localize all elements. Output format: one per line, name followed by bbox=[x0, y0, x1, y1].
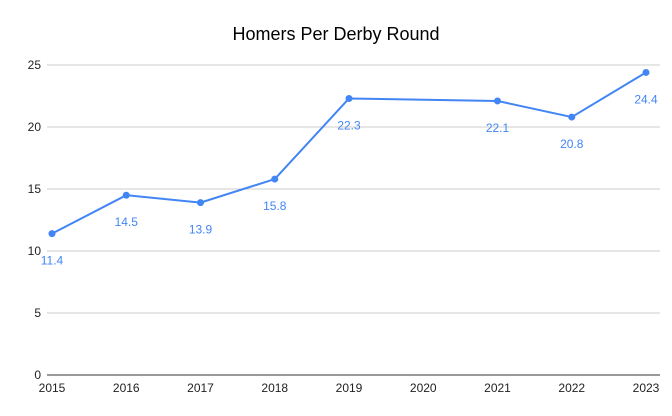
x-tick-label: 2022 bbox=[558, 381, 585, 395]
data-label: 20.8 bbox=[560, 137, 584, 151]
data-point bbox=[48, 230, 56, 238]
data-label: 14.5 bbox=[115, 215, 139, 229]
y-tick-label: 20 bbox=[28, 120, 42, 134]
x-tick-label: 2023 bbox=[633, 381, 660, 395]
x-tick-label: 2017 bbox=[187, 381, 214, 395]
x-tick-label: 2016 bbox=[113, 381, 140, 395]
x-tick-label: 2019 bbox=[336, 381, 363, 395]
data-point bbox=[642, 68, 650, 76]
data-label: 15.8 bbox=[263, 199, 287, 213]
data-point bbox=[568, 113, 576, 121]
data-point bbox=[345, 94, 353, 102]
series-line bbox=[51, 71, 647, 235]
y-tick-label: 15 bbox=[28, 182, 42, 196]
data-point bbox=[494, 97, 501, 105]
data-label: 22.3 bbox=[337, 118, 361, 132]
y-tick-label: 0 bbox=[34, 368, 41, 382]
data-point bbox=[271, 175, 279, 183]
data-label: 13.9 bbox=[189, 223, 213, 237]
data-point bbox=[122, 191, 130, 199]
x-tick-label: 2015 bbox=[39, 381, 66, 395]
x-tick-label: 2021 bbox=[484, 381, 511, 395]
data-label: 24.4 bbox=[634, 92, 658, 106]
chart-title: Homers Per Derby Round bbox=[232, 24, 439, 44]
data-label: 22.1 bbox=[486, 121, 510, 135]
data-point bbox=[197, 199, 204, 207]
x-tick-label: 2018 bbox=[261, 381, 288, 395]
x-tick-label: 2020 bbox=[410, 381, 437, 395]
y-tick-label: 5 bbox=[34, 306, 41, 320]
y-tick-label: 25 bbox=[28, 58, 42, 72]
data-label: 11.4 bbox=[41, 254, 64, 268]
y-tick-label: 10 bbox=[28, 244, 42, 258]
